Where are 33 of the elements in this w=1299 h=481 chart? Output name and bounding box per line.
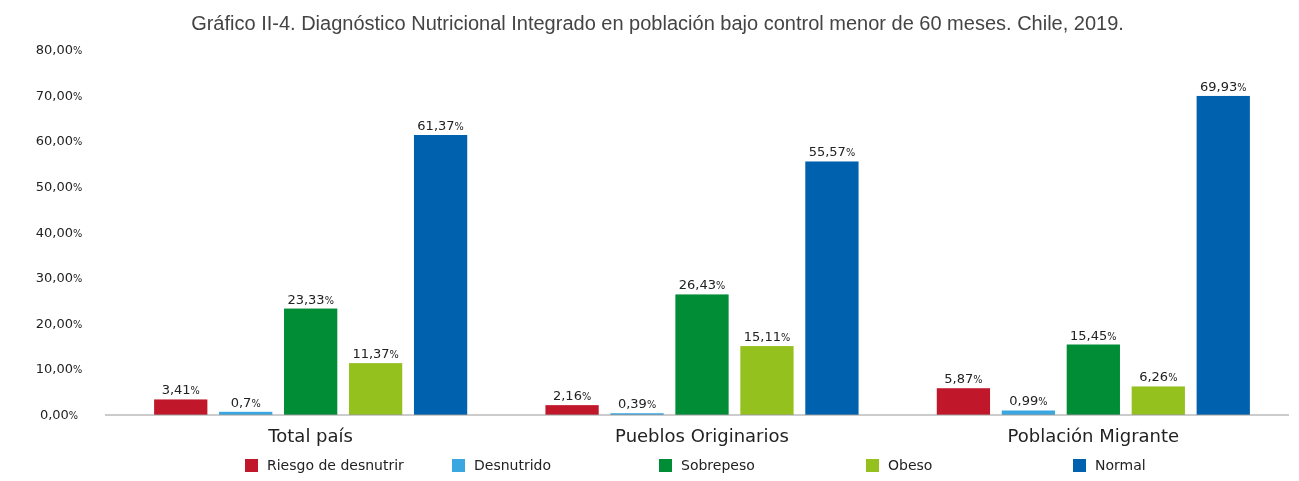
y-tick-label: 80,00% <box>35 42 83 57</box>
x-tick-label: Población Migrante <box>1007 425 1180 446</box>
y-tick-label: 60,00% <box>35 133 83 149</box>
y-tick-label: 0,00% <box>39 407 79 422</box>
chart-title: Gráfico II-4. Diagnóstico Nutricional Integrado en población bajo control menor de 60 meses. Chile, 2019. <box>191 12 1124 34</box>
data-label: 6,26% <box>1139 369 1178 385</box>
legend-label: Riesgo de desnutrir <box>267 457 405 473</box>
y-tick-label: 30,00% <box>35 270 83 286</box>
legend-label: Sobrepeso <box>681 457 755 473</box>
data-label: 61,37% <box>417 118 464 133</box>
data-label: 2,16% <box>552 388 592 404</box>
y-tick-label: 10,00% <box>35 361 83 377</box>
legend-label: Desnutrido <box>474 457 552 473</box>
y-tick-label: 70,00% <box>35 87 83 103</box>
data-label: 5,87% <box>944 371 983 387</box>
y-tick-label: 40,00% <box>35 224 83 240</box>
data-label: 0,7% <box>230 394 261 410</box>
x-tick-label: Pueblos Originarios <box>615 425 789 446</box>
legend-label: Normal <box>1095 457 1146 473</box>
data-label: 11,37% <box>352 346 399 362</box>
data-label: 3,41% <box>161 382 200 398</box>
data-label: 26,43% <box>678 277 726 293</box>
data-label: 69,93% <box>1200 78 1247 94</box>
data-label: 15,45% <box>1070 327 1117 343</box>
data-label: 0,39% <box>617 396 657 412</box>
legend-label: Obeso <box>888 457 933 473</box>
y-tick-label: 50,00% <box>35 178 83 194</box>
data-label: 0,99% <box>1009 393 1048 409</box>
x-tick-label: Total país <box>267 425 353 446</box>
data-label: 15,11% <box>743 329 791 345</box>
data-label: 23,33% <box>287 291 334 307</box>
y-tick-label: 20,00% <box>35 315 83 331</box>
data-label: 55,57% <box>808 144 856 160</box>
